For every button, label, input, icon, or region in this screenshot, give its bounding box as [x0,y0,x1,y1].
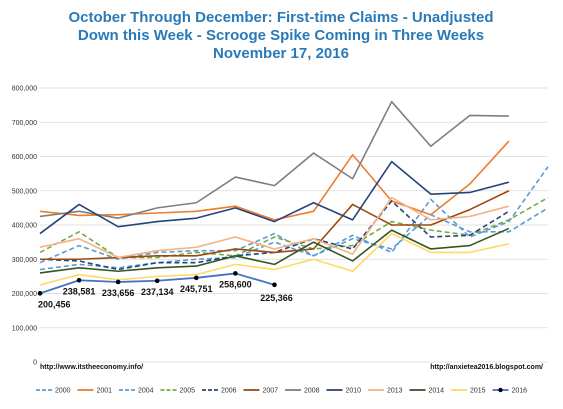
legend-item-2007: 2007 [243,388,279,395]
y-tick-label: 0 [33,360,37,367]
legend-label: 2004 [138,388,154,395]
title-line-1: October Through December: First-time Cla… [68,9,493,26]
series-line-2000 [39,166,549,271]
legend-label: 2010 [346,388,362,395]
y-tick-label: 100,000 [12,325,37,332]
point-2016 [37,291,43,296]
data-label-2016: 237,134 [141,287,174,297]
point-2016 [233,271,238,276]
title-line-3: November 17, 2016 [213,45,349,62]
point-2016 [115,279,121,285]
data-label-2016: 258,600 [219,279,252,289]
legend-label: 2015 [470,388,486,395]
point-2016 [76,277,82,283]
data-label-2016: 233,656 [102,288,135,298]
legend-label: 2014 [429,388,445,395]
y-tick-label: 400,000 [12,223,37,230]
data-label-2016: 200,456 [38,299,71,309]
point-2016 [154,278,160,284]
point-2016 [272,282,277,288]
legend-item-2015: 2015 [451,388,486,395]
legend-item-2013: 2013 [368,388,403,395]
legend-item-2004: 2004 [119,388,154,395]
data-labels: 200,456 238,581 233,656 237,134 245,751 258,6… [38,279,293,309]
legend-label: 2001 [97,388,113,395]
legend-item-2001: 2001 [77,388,113,395]
data-label-2016: 225,366 [260,293,293,303]
y-tick-label: 800,000 [12,86,37,93]
legend-label: 2005 [180,388,196,395]
legend-label: 2013 [387,388,403,395]
y-tick-label: 300,000 [12,257,37,264]
series-line-2010 [39,160,510,235]
legend-item-2000: 2000 [36,388,71,395]
data-label-2016: 245,751 [180,284,213,294]
legend-label: 2007 [263,388,279,395]
chart-title: October Through December: First-time Cla… [68,9,493,62]
y-tick-label: 700,000 [12,120,37,127]
series-line-2014 [39,227,510,274]
point-2016 [194,275,199,281]
y-tick-label: 500,000 [12,188,37,195]
y-tick-label: 200,000 [12,291,37,298]
title-line-2: Down this Week - Scrooge Spike Coming in… [78,27,484,44]
legend-label: 2000 [55,388,71,395]
series-line-2001 [39,140,510,221]
legend-label: 2008 [304,388,320,395]
series-line-2013 [39,196,510,259]
y-tick-label: 600,000 [12,154,37,161]
legend-item-2005: 2005 [160,388,196,395]
legend-label: 2006 [221,388,237,395]
source-left-text: http://www.itstheeconomy.info/ [40,364,143,371]
data-label-2016: 238,581 [63,286,96,296]
legend: 2000 2001 2004 2005 2006 2007 2008 2010 2013 2014… [36,388,527,395]
series-lines [37,100,549,296]
legend-item-2010: 2010 [326,388,362,395]
grid-lines [40,87,548,363]
legend-item-2008: 2008 [285,388,320,395]
legend-label: 2016 [512,388,528,395]
legend-item-2014: 2014 [409,388,445,395]
legend-item-2016: 2016 [492,387,528,395]
legend-marker [498,387,503,393]
series-line-2008 [39,100,509,219]
legend-item-2006: 2006 [202,388,237,395]
y-axis-ticks: 0 100,000 200,000 300,000 400,000 500,000 600,… [12,86,37,367]
source-right-text: http://anxietea2016.blogspot.com/ [430,364,543,371]
